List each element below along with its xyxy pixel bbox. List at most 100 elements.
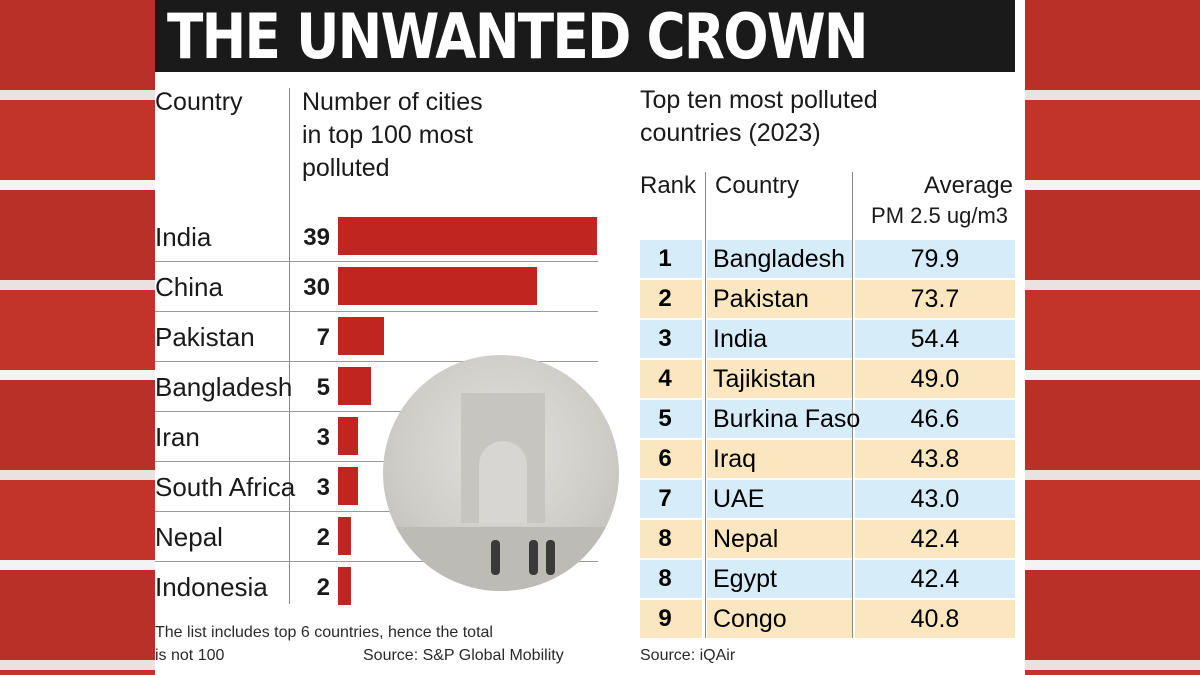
table-row: 8 Egypt 42.4 (640, 560, 1015, 598)
table-cell-background (640, 400, 702, 438)
table-cell-background (707, 520, 852, 558)
bar-category-label: India (155, 222, 212, 252)
background-left (0, 0, 155, 675)
table-cell-background (640, 520, 702, 558)
bar-value-label: 2 (316, 574, 330, 601)
bar (338, 367, 371, 405)
source-right: Source: iQAir (640, 647, 736, 664)
country-cell: UAE (713, 485, 765, 513)
table-row: 9 Congo 40.8 (640, 600, 1015, 638)
table-cell-background (855, 320, 1015, 358)
table-cell-background (640, 360, 702, 398)
column-divider (289, 88, 290, 604)
table-cell-background (707, 320, 852, 358)
rank-cell: 8 (658, 525, 672, 552)
count-column-header-line2: in top 100 most (302, 121, 473, 149)
rank-cell: 1 (658, 245, 672, 272)
pm-value-cell: 43.0 (910, 485, 960, 513)
table-cell-background (855, 400, 1015, 438)
row-separator (155, 461, 598, 462)
bar-category-label: South Africa (155, 472, 296, 502)
table-cell-background (640, 480, 702, 518)
person-figure (529, 540, 538, 575)
page-title: THE UNWANTED CROWN (167, 0, 869, 73)
row-separator (155, 511, 598, 512)
bar (338, 317, 384, 355)
table-divider-2 (852, 172, 853, 638)
table-cell-background (855, 240, 1015, 278)
infographic-card: THE UNWANTED CROWN Country Number of cit… (155, 0, 1025, 675)
photo-ground (383, 527, 619, 591)
rank-cell: 6 (658, 445, 672, 472)
person-figure (546, 540, 555, 575)
bar-category-label: Bangladesh (155, 372, 293, 402)
bar-category-label: Iran (155, 422, 200, 452)
country-cell: Burkina Faso (713, 405, 861, 433)
pm-value-cell: 54.4 (910, 325, 960, 353)
row-separator (155, 561, 598, 562)
table-cell-background (707, 240, 852, 278)
rank-cell: 4 (658, 365, 672, 392)
pm-table: 1 Bangladesh 79.9 2 Pakistan 73.7 3 India 54.4 4 T… (640, 240, 1015, 640)
rank-cell: 7 (658, 485, 672, 512)
table-cell-background (855, 560, 1015, 598)
table-cell-background (640, 440, 702, 478)
bar (338, 217, 597, 255)
country-column-header-right: Country (715, 172, 800, 199)
table-row: 4 Tajikistan 49.0 (640, 360, 1015, 398)
pm-value-cell: 40.8 (910, 605, 960, 633)
table-cell-background (640, 320, 702, 358)
pm-value-cell: 49.0 (910, 365, 960, 393)
pm-value-cell: 73.7 (910, 285, 960, 313)
pm-column-header-line2: PM 2.5 ug/m3 (871, 203, 1008, 228)
country-cell: Pakistan (713, 285, 809, 313)
rank-cell: 9 (658, 605, 672, 632)
table-row: 6 Iraq 43.8 (640, 440, 1015, 478)
smog-photo (383, 355, 619, 591)
table-cell-background (707, 480, 852, 518)
pm-value-cell: 46.6 (910, 405, 960, 433)
bar (338, 467, 358, 505)
bar-value-label: 39 (303, 224, 330, 251)
country-cell: Bangladesh (713, 245, 846, 273)
country-cell: India (713, 325, 768, 353)
table-divider-1 (705, 172, 706, 638)
bar-value-label: 30 (303, 274, 330, 301)
bar-value-label: 2 (316, 524, 330, 551)
count-column-header-line3: polluted (302, 154, 390, 182)
table-cell-background (640, 280, 702, 318)
table-row: 2 Pakistan 73.7 (640, 280, 1015, 318)
table-cell-background (855, 360, 1015, 398)
bar-value-label: 7 (316, 324, 330, 351)
country-cell: Nepal (713, 525, 779, 553)
pm-value-cell: 42.4 (910, 525, 960, 553)
table-row: 1 Bangladesh 79.9 (640, 240, 1015, 278)
rank-cell: 8 (658, 565, 672, 592)
table-row: 7 UAE 43.0 (640, 480, 1015, 518)
bar-value-label: 5 (316, 374, 330, 401)
bar (338, 267, 537, 305)
footnote-line2: is not 100 (155, 647, 225, 664)
table-cell-background (855, 520, 1015, 558)
background-right (1025, 0, 1200, 675)
table-cell-background (855, 480, 1015, 518)
bar-category-label: Indonesia (155, 572, 268, 602)
bar-category-label: Pakistan (155, 322, 255, 352)
rank-cell: 5 (658, 405, 672, 432)
country-cell: Egypt (713, 565, 777, 593)
table-cell-background (640, 560, 702, 598)
table-cell-background (855, 440, 1015, 478)
bar-category-label: China (155, 272, 223, 302)
table-cell-background (707, 400, 852, 438)
pm-value-cell: 43.8 (910, 445, 960, 473)
table-cell-background (640, 600, 702, 638)
table-cell-background (707, 440, 852, 478)
country-column-header: Country (155, 88, 243, 116)
table-cell-background (707, 560, 852, 598)
bar (338, 417, 358, 455)
pm-value-cell: 42.4 (910, 565, 960, 593)
bar-category-label: Nepal (155, 522, 223, 552)
table-cell-background (707, 360, 852, 398)
table-title-line1: Top ten most polluted (640, 86, 878, 114)
footnote-line1: The list includes top 6 countries, hence… (155, 624, 493, 641)
